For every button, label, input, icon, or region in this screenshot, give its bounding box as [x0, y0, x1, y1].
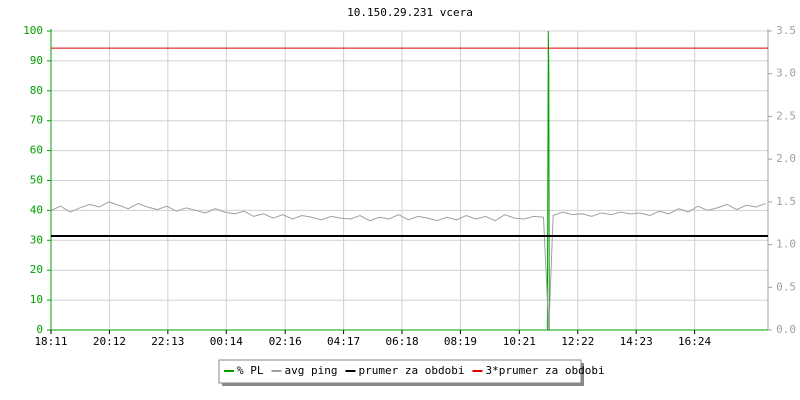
- y-tick-label: 10: [30, 293, 43, 306]
- series-line: [51, 30, 768, 331]
- legend-label: avg ping: [285, 364, 338, 377]
- legend-box: [218, 359, 582, 384]
- y2-tick-label: 3.0: [776, 67, 796, 80]
- y2-tick-label: 2.0: [776, 152, 796, 165]
- x-tick-label: 12:22: [561, 335, 594, 348]
- x-tick-label: 06:18: [385, 335, 418, 348]
- y2-tick-label: 1.5: [776, 195, 796, 208]
- legend: % PL avg ping prumer za obdobi 3*prumer za …: [218, 359, 605, 386]
- x-tick-label: 16:24: [678, 335, 711, 348]
- y-tick-label: 40: [30, 203, 43, 216]
- y-tick-label: 30: [30, 233, 43, 246]
- legend-label: % PL: [237, 364, 264, 377]
- x-tick-label: 00:14: [210, 335, 243, 348]
- legend-label: prumer za obdobi: [358, 364, 464, 377]
- y2-tick-label: 3.5: [776, 24, 796, 37]
- x-tick-label: 02:16: [269, 335, 302, 348]
- x-tick-label: 20:12: [93, 335, 126, 348]
- chart-title: 10.150.29.231 vcera: [347, 6, 473, 19]
- y-tick-label: 70: [30, 114, 43, 127]
- y-tick-label: 60: [30, 144, 43, 157]
- series-line: [50, 201, 766, 331]
- y2-tick-label: 0.0: [776, 323, 796, 336]
- y2-tick-label: 1.0: [776, 238, 796, 251]
- y-tick-label: 0: [36, 323, 43, 336]
- y-tick-label: 50: [30, 174, 43, 187]
- y-tick-label: 100: [23, 24, 43, 37]
- x-tick-label: 04:17: [327, 335, 360, 348]
- y-tick-label: 90: [30, 54, 43, 67]
- y2-tick-label: 0.5: [776, 280, 796, 293]
- x-tick-label: 08:19: [444, 335, 477, 348]
- y-tick-label: 20: [30, 263, 43, 276]
- y-tick-label: 80: [30, 84, 43, 97]
- x-tick-label: 18:11: [34, 335, 67, 348]
- legend-label: 3*prumer za obdobi: [485, 364, 604, 377]
- x-tick-label: 14:23: [620, 335, 653, 348]
- x-tick-label: 10:21: [503, 335, 536, 348]
- y2-tick-label: 2.5: [776, 109, 796, 122]
- x-tick-label: 22:13: [151, 335, 184, 348]
